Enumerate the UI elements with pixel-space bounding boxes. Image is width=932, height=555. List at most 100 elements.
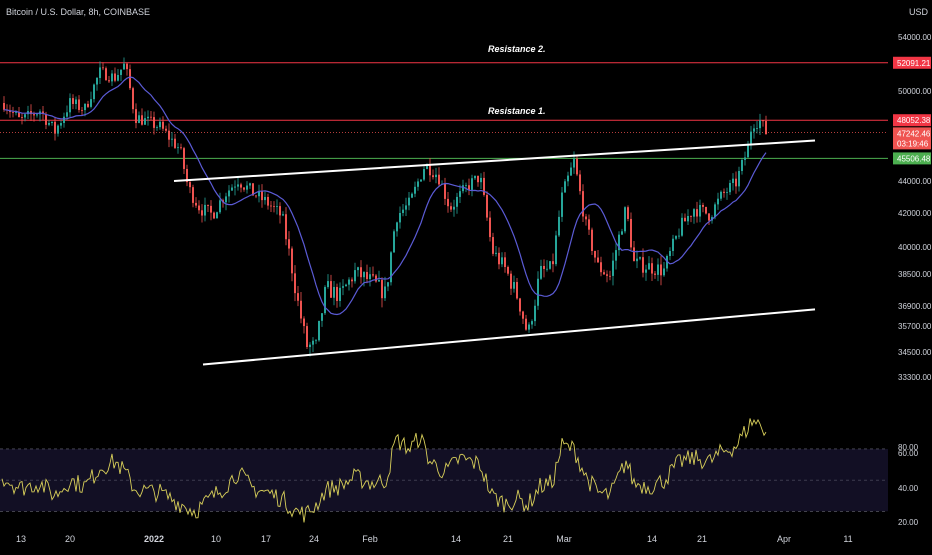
candle-body <box>168 130 170 140</box>
candle-body <box>501 257 503 265</box>
candle-body <box>90 99 92 107</box>
time-tick-label: 21 <box>697 534 707 544</box>
annotations-layer: Resistance 2. Resistance 1. <box>488 44 546 116</box>
countdown-tag-text: 03:19:46 <box>897 139 929 148</box>
candle-body <box>666 255 668 269</box>
candle-body <box>318 320 320 341</box>
candle-body <box>63 116 65 124</box>
candle-body <box>738 170 740 187</box>
candle-body <box>141 115 143 125</box>
candle-body <box>378 279 380 282</box>
moving-average-layer <box>3 76 767 316</box>
price-tick-label: 50000.00 <box>898 87 932 96</box>
candle-body <box>486 194 488 218</box>
candle-body <box>216 212 218 219</box>
time-axis[interactable]: 13 20 2022 10 17 24 Feb 14 21 Mar 14 21 Apr 11 <box>16 534 853 544</box>
candle-body <box>162 121 164 129</box>
candle-body <box>561 192 563 217</box>
candle-body <box>282 214 284 216</box>
candle-body <box>219 200 221 213</box>
candle-body <box>171 138 173 140</box>
candle-body <box>705 206 707 214</box>
candle-body <box>447 198 449 207</box>
candle-body <box>144 118 146 125</box>
rsi-line <box>1 418 767 523</box>
candle-body <box>531 321 533 325</box>
rsi-tick-label: 40.00 <box>898 484 919 493</box>
candle-body <box>42 111 44 114</box>
candle-body <box>438 174 440 185</box>
candle-body <box>126 63 128 70</box>
candle-body <box>123 63 125 70</box>
resistance-2-price-tag-text: 52091.21 <box>897 59 931 68</box>
candle-body <box>312 340 314 345</box>
time-tick-label: 14 <box>647 534 657 544</box>
price-axis[interactable]: 54000.00 50000.00 44000.00 42000.00 40000.00… <box>898 33 932 527</box>
candle-body <box>642 257 644 273</box>
candle-body <box>453 206 455 210</box>
rsi-tick-label: 80.00 <box>898 443 919 452</box>
candle-body <box>429 164 431 176</box>
candle-body <box>525 318 527 330</box>
candle-body <box>390 252 392 283</box>
candle-body <box>345 284 347 287</box>
candle-body <box>132 88 134 110</box>
candle-body <box>411 193 413 198</box>
candle-body <box>762 120 764 122</box>
candle-body <box>681 217 683 236</box>
candle-body <box>753 128 755 132</box>
candle-body <box>129 69 131 89</box>
candle-body <box>420 179 422 182</box>
price-tick-label: 38500.00 <box>898 270 932 279</box>
candle-body <box>678 235 680 237</box>
candle-body <box>351 279 353 282</box>
candle-body <box>261 190 263 201</box>
candle-body <box>735 178 737 187</box>
candle-body <box>336 286 338 301</box>
support-price-tag: 45506.48 <box>893 152 931 165</box>
candle-body <box>582 191 584 217</box>
candle-body <box>135 109 137 123</box>
time-tick-label: Feb <box>362 534 378 544</box>
channel-line-lower <box>202 308 816 366</box>
candle-body <box>87 103 89 107</box>
candle-body <box>243 187 245 190</box>
candle-body <box>627 207 629 219</box>
channel-line-upper <box>173 139 816 182</box>
candle-body <box>720 191 722 199</box>
candle-body <box>102 67 104 69</box>
candle-body <box>474 175 476 179</box>
candle-body <box>606 274 608 276</box>
candle-body <box>699 204 701 217</box>
price-tick-label: 36900.00 <box>898 302 932 311</box>
last-price-tag-bg <box>893 127 931 140</box>
candle-body <box>255 195 257 197</box>
candle-body <box>516 282 518 299</box>
candle-body <box>18 112 20 118</box>
channel-lines-layer[interactable] <box>173 139 816 366</box>
candle-body <box>615 250 617 261</box>
candle-body <box>99 67 101 78</box>
candle-body <box>165 128 167 131</box>
candle-body <box>180 147 182 149</box>
candle-body <box>375 275 377 282</box>
candle-body <box>402 209 404 214</box>
candle-body <box>156 127 158 128</box>
candle-body <box>651 263 653 274</box>
candle-body <box>405 205 407 210</box>
candle-body <box>435 174 437 178</box>
candle-body <box>648 263 650 270</box>
candle-body <box>600 262 602 273</box>
candle-body <box>624 207 626 232</box>
candle-body <box>117 74 119 81</box>
candle-body <box>537 278 539 306</box>
candle-body <box>465 185 467 187</box>
countdown-tag: 03:19:46 <box>893 137 931 150</box>
moving-average-line <box>3 76 767 316</box>
candle-body <box>612 260 614 276</box>
candle-body <box>708 213 710 221</box>
resistance-1-price-tag: 48052.38 <box>893 114 931 127</box>
candle-body <box>489 217 491 238</box>
